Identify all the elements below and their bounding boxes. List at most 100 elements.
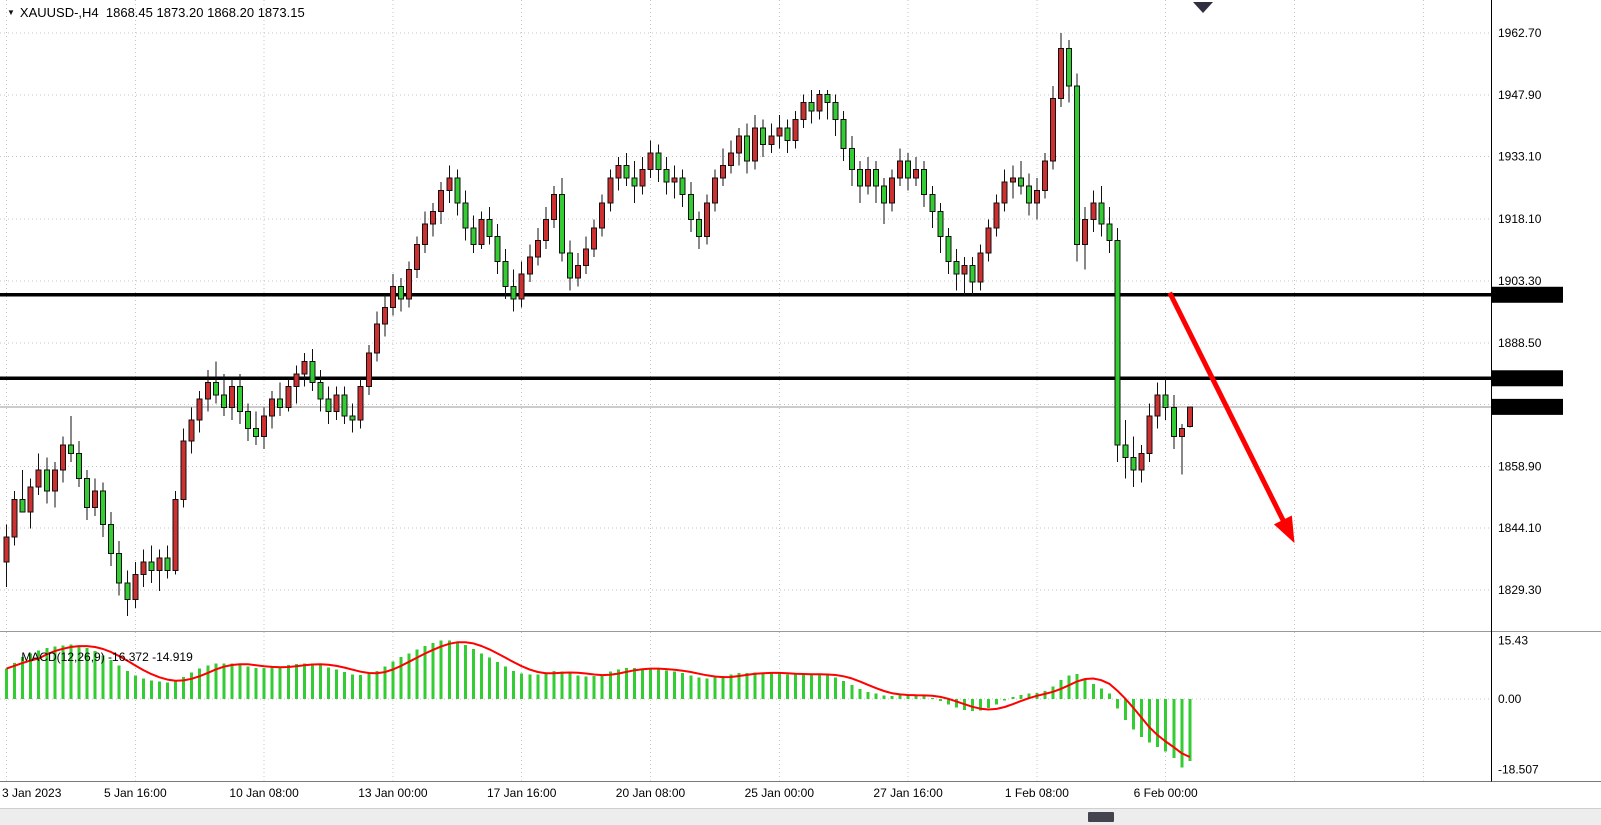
macd-histogram-bar xyxy=(785,674,789,699)
candle-body xyxy=(84,477,90,509)
macd-histogram-bar xyxy=(842,680,846,699)
macd-histogram-bar xyxy=(1019,694,1023,699)
candle-body xyxy=(325,398,332,413)
macd-histogram-bar xyxy=(793,674,797,699)
candle-body xyxy=(422,223,429,246)
candle-body xyxy=(639,169,646,187)
macd-histogram-bar xyxy=(721,676,725,699)
macd-histogram-bar xyxy=(415,649,419,699)
macd-histogram-bar xyxy=(874,693,878,699)
candle-body xyxy=(486,219,493,237)
macd-histogram-bar xyxy=(133,675,137,699)
candle-body xyxy=(132,573,139,601)
candle-body xyxy=(631,177,638,187)
candle-body xyxy=(1041,160,1048,191)
current-price-badge-label: 1873.15 xyxy=(1498,400,1542,414)
macd-histogram-bar xyxy=(488,657,491,699)
macd-histogram-bar xyxy=(616,669,620,699)
macd-histogram-bar xyxy=(375,670,379,699)
trend-arrow-head[interactable] xyxy=(1273,515,1295,544)
macd-histogram-bar xyxy=(818,673,822,699)
macd-histogram-bar xyxy=(310,663,314,699)
macd-histogram-bar xyxy=(1091,683,1095,699)
macd-indicator-label: MACD(12,26,9) -16.372 -14.919 xyxy=(8,636,192,678)
macd-histogram-bar xyxy=(359,675,363,699)
macd-histogram-bar xyxy=(13,662,17,699)
macd-histogram-bar xyxy=(5,668,8,699)
candle-body xyxy=(1017,177,1024,187)
candle-body xyxy=(124,582,131,601)
candle-body xyxy=(1138,452,1145,471)
candle-body xyxy=(35,469,42,488)
candle-body xyxy=(1162,394,1169,408)
macd-histogram-bar xyxy=(21,657,25,699)
candle-body xyxy=(1058,47,1065,100)
candle-body xyxy=(542,219,549,241)
macd-histogram-bar xyxy=(351,674,355,699)
chart-shift-marker[interactable] xyxy=(1193,2,1213,13)
price-axis-label: 1888.50 xyxy=(1498,336,1542,350)
candle-body xyxy=(285,386,292,408)
macd-histogram-bar xyxy=(471,649,475,699)
macd-histogram-bar xyxy=(560,671,564,699)
macd-histogram-bar xyxy=(496,662,500,699)
candle-body xyxy=(164,557,171,571)
macd-histogram-bar xyxy=(278,666,282,699)
candle-body xyxy=(889,177,895,204)
macd-histogram-bar xyxy=(343,672,347,699)
current-price-badge xyxy=(1492,398,1563,415)
macd-histogram-bar xyxy=(238,664,242,699)
macd-histogram-bar xyxy=(834,677,838,699)
candle-body xyxy=(977,252,984,283)
macd-histogram-bar xyxy=(1188,699,1192,762)
candle-body xyxy=(1090,202,1097,221)
macd-histogram-bar xyxy=(810,674,813,699)
candle-body xyxy=(510,285,517,300)
symbol-dropdown-icon[interactable]: ▼ xyxy=(7,7,15,17)
candle-body xyxy=(3,536,10,563)
candle-body xyxy=(921,169,928,196)
candle-body xyxy=(897,160,904,179)
candle-body xyxy=(381,306,388,325)
macd-histogram-bar xyxy=(898,695,902,699)
candle-body xyxy=(389,285,396,308)
candle-body xyxy=(373,323,380,354)
candle-body xyxy=(518,273,525,300)
macd-histogram-bar xyxy=(1148,699,1152,743)
candle-body xyxy=(1098,202,1105,225)
candle-body xyxy=(1106,223,1113,241)
candle-body xyxy=(1130,457,1137,471)
macd-histogram-bar xyxy=(737,673,741,699)
macd-histogram-bar xyxy=(979,699,983,711)
candle-body xyxy=(945,235,952,262)
trend-arrow-line[interactable] xyxy=(1167,291,1287,525)
candle-body xyxy=(929,194,936,212)
macd-histogram-bar xyxy=(174,680,178,699)
candle-body xyxy=(406,269,412,300)
macd-histogram-bar xyxy=(705,678,709,699)
candle-body xyxy=(19,498,26,513)
candle-body xyxy=(446,177,453,191)
price-axis-label: 1844.10 xyxy=(1498,521,1542,535)
candle-body xyxy=(478,219,485,246)
candle-body xyxy=(526,256,533,275)
candle-body xyxy=(333,394,340,413)
macd-histogram-bar xyxy=(1027,693,1031,699)
time-axis-label: 6 Feb 00:00 xyxy=(1134,786,1198,800)
scrollbar-thumb[interactable] xyxy=(1088,812,1114,822)
macd-histogram-bar xyxy=(101,655,105,699)
candle-body xyxy=(736,135,743,154)
candle-body xyxy=(1025,185,1032,204)
candle-body xyxy=(768,135,775,145)
macd-histogram-bar xyxy=(761,672,765,699)
price-level-badge-label: 1880.00 xyxy=(1498,372,1542,386)
macd-axis-label: 15.43 xyxy=(1498,633,1528,647)
scrollbar-track[interactable] xyxy=(0,809,1601,825)
macd-histogram-bar xyxy=(504,666,508,699)
macd-histogram-bar xyxy=(246,666,250,699)
macd-histogram-bar xyxy=(673,671,677,699)
macd-histogram-bar xyxy=(777,673,781,699)
candle-body xyxy=(905,160,912,179)
